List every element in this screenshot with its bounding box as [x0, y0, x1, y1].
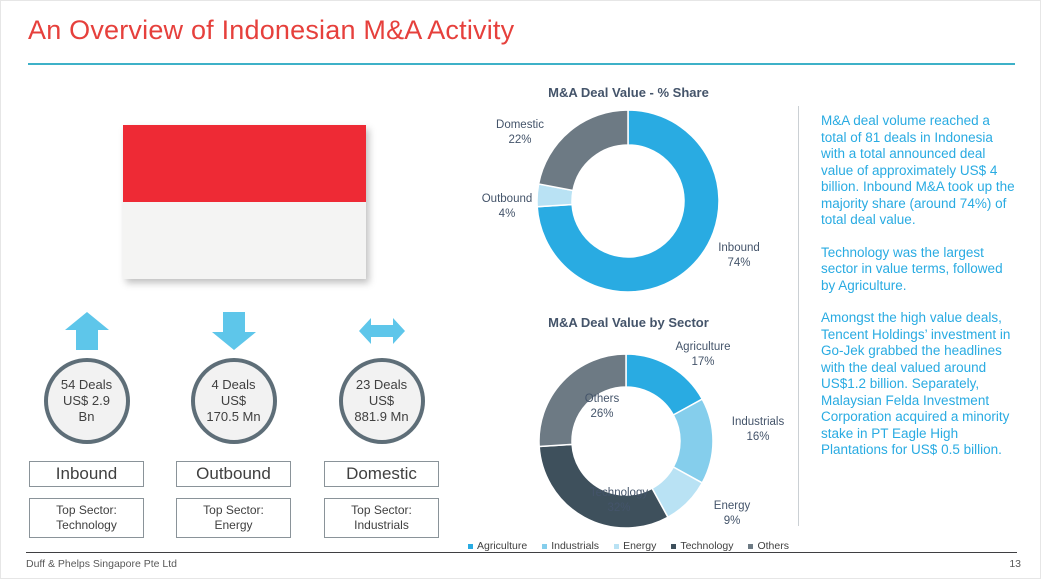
legend-swatch — [468, 543, 473, 549]
commentary-paragraph: M&A deal volume reached a total of 81 de… — [821, 113, 1015, 227]
commentary-panel: M&A deal volume reached a total of 81 de… — [821, 113, 1017, 475]
donut-chart-deal-value-sector: M&A Deal Value by Sector Agriculture 17%… — [461, 315, 796, 557]
flag-white-band — [123, 202, 366, 279]
legend-swatch — [542, 543, 548, 549]
vertical-divider — [798, 106, 799, 526]
indonesia-flag — [123, 125, 366, 279]
legend-item-industrials: Industrials — [542, 540, 599, 552]
stat-column-outbound: 4 Deals US$ 170.5 Mn Outbound Top Sector… — [175, 311, 292, 538]
stat-circle-inbound: 54 Deals US$ 2.9 Bn — [43, 358, 130, 444]
donut-label-energy: Energy 9% — [713, 500, 751, 527]
stat-circle-domestic: 23 Deals US$ 881.9 Mn — [338, 358, 425, 444]
commentary-paragraph: Amongst the high value deals, Tencent Ho… — [821, 310, 1011, 457]
legend-swatch — [614, 543, 620, 549]
top-sector-box-inbound: Top Sector: Technology — [29, 498, 144, 538]
donut-label-technology: Technology 32% — [589, 487, 649, 514]
title-rule — [28, 63, 1015, 65]
deal-value-line2: Bn — [78, 409, 95, 424]
stat-circle-outbound: 4 Deals US$ 170.5 Mn — [190, 358, 277, 444]
top-sector-value: Industrials — [354, 518, 409, 532]
page-number: 13 — [1009, 558, 1021, 570]
deal-value-line1: US$ — [220, 393, 247, 408]
donut-slice-others — [538, 353, 627, 448]
top-sector-label: Top Sector: — [351, 503, 412, 517]
deal-value-line1: US$ — [368, 393, 395, 408]
deal-value-line2: 881.9 Mn — [354, 409, 409, 424]
donut-label-industrials: Industrials 16% — [731, 416, 785, 443]
legend-label: Energy — [623, 540, 657, 552]
chart-legend: Agriculture Industrials Energy Technolog… — [461, 540, 796, 552]
donut-slice-inbound — [536, 109, 720, 293]
deals-count: 4 Deals — [211, 377, 256, 392]
legend-label: Industrials — [551, 540, 600, 552]
donut-svg-share — [536, 109, 720, 293]
legend-item-agriculture: Agriculture — [468, 540, 527, 552]
chart-title: M&A Deal Value by Sector — [548, 315, 709, 330]
top-sector-box-outbound: Top Sector: Energy — [176, 498, 291, 538]
legend-item-energy: Energy — [614, 540, 656, 552]
deals-count: 23 Deals — [355, 377, 408, 392]
donut-svg-sector — [538, 353, 714, 529]
legend-label: Agriculture — [477, 540, 528, 552]
top-sector-label: Top Sector: — [56, 503, 117, 517]
category-box-outbound: Outbound — [176, 461, 291, 487]
legend-swatch — [748, 543, 754, 549]
legend-label: Others — [757, 540, 789, 552]
arrow-down-icon — [211, 311, 256, 351]
top-sector-box-domestic: Top Sector: Industrials — [324, 498, 439, 538]
donut-label-agriculture: Agriculture 17% — [675, 341, 731, 368]
legend-item-others: Others — [748, 540, 789, 552]
donut-slice-domestic — [537, 109, 629, 192]
arrow-up-icon — [64, 311, 109, 351]
footer-rule — [26, 552, 1017, 553]
page-title: An Overview of Indonesian M&A Activity — [28, 15, 515, 45]
category-box-domestic: Domestic — [324, 461, 439, 487]
stat-column-domestic: 23 Deals US$ 881.9 Mn Domestic Top Secto… — [323, 311, 440, 538]
legend-label: Technology — [680, 540, 734, 552]
legend-swatch — [671, 543, 677, 549]
commentary-paragraph: Technology was the largest sector in val… — [821, 244, 1003, 293]
donut-label-domestic: Domestic 22% — [496, 119, 544, 146]
chart-title: M&A Deal Value - % Share — [548, 85, 709, 100]
deal-value-line1: US$ 2.9 — [63, 393, 110, 408]
footer-company: Duff & Phelps Singapore Pte Ltd — [26, 558, 177, 570]
flag-red-band — [123, 125, 366, 202]
donut-slice-technology — [538, 443, 669, 529]
donut-label-outbound: Outbound 4% — [481, 193, 533, 220]
donut-label-others: Others 26% — [584, 393, 620, 420]
deal-value-line2: 170.5 Mn — [206, 409, 261, 424]
top-sector-value: Technology — [56, 518, 117, 532]
arrow-left-right-icon — [358, 311, 405, 351]
category-box-inbound: Inbound — [29, 461, 144, 487]
top-sector-value: Energy — [214, 518, 253, 532]
donut-label-inbound: Inbound 74% — [718, 242, 760, 269]
stat-column-inbound: 54 Deals US$ 2.9 Bn Inbound Top Sector: … — [28, 311, 145, 538]
deals-count: 54 Deals — [60, 377, 113, 392]
legend-item-technology: Technology — [671, 540, 733, 552]
top-sector-label: Top Sector: — [203, 503, 264, 517]
donut-chart-deal-value-share: M&A Deal Value - % Share Domestic 22% Ou… — [461, 85, 796, 315]
